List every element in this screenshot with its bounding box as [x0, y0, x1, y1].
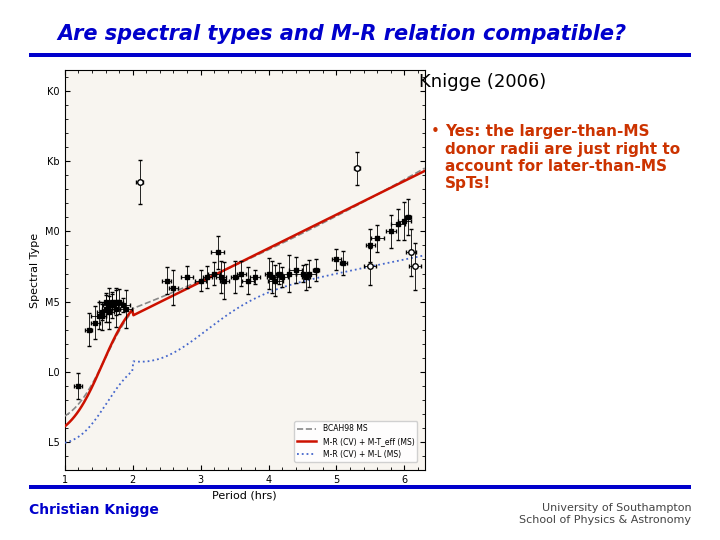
Text: Christian Knigge: Christian Knigge: [29, 503, 158, 517]
Text: Are spectral types and M-R relation compatible?: Are spectral types and M-R relation comp…: [58, 24, 626, 44]
Text: Knigge (2006): Knigge (2006): [419, 73, 546, 91]
Text: Yes: the larger-than-MS
donor radii are just right to
account for later-than-MS
: Yes: the larger-than-MS donor radii are …: [445, 124, 680, 191]
Text: •: •: [431, 124, 439, 139]
Legend: BCAH98 MS, M-R (CV) + M-T_eff (MS), M-R (CV) + M-L (MS): BCAH98 MS, M-R (CV) + M-T_eff (MS), M-R …: [294, 421, 418, 462]
Text: University of Southampton
School of Physics & Astronomy: University of Southampton School of Phys…: [519, 503, 691, 525]
Y-axis label: Spectral Type: Spectral Type: [30, 232, 40, 308]
X-axis label: Period (hrs): Period (hrs): [212, 490, 277, 500]
